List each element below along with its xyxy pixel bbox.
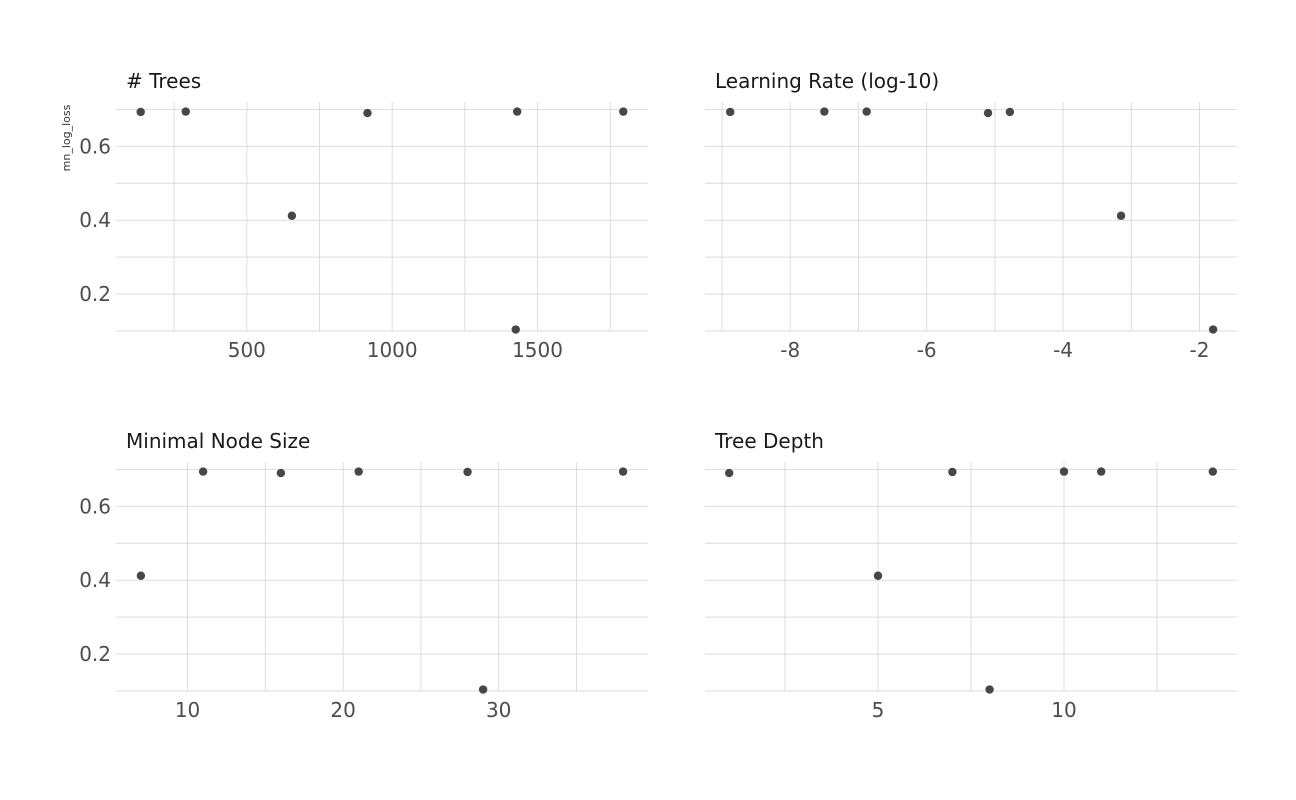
- x-tick-label: -2: [1190, 338, 1210, 362]
- panel-3: Minimal Node Size 0.2 0.4 0.6 10 20 30: [79, 429, 648, 722]
- data-point: [1059, 467, 1069, 476]
- x-tick-label: -4: [1053, 338, 1073, 362]
- data-point: [512, 107, 522, 116]
- x-tick-label: 30: [486, 698, 511, 722]
- y-tick-label: 0.6: [79, 134, 111, 158]
- data-point: [1208, 467, 1218, 476]
- x-tick-label: 1500: [512, 338, 563, 362]
- data-point: [276, 468, 286, 478]
- data-point: [354, 467, 363, 476]
- y-axis-label: mn_log_loss: [60, 104, 73, 171]
- panel-title: Learning Rate (log-10): [715, 69, 939, 93]
- x-tick-label: 10: [1051, 698, 1076, 722]
- y-tick-label: 0.2: [79, 642, 111, 666]
- y-tick-label: 0.2: [79, 282, 111, 306]
- x-tick-label: 20: [330, 698, 355, 722]
- data-point: [724, 468, 734, 478]
- data-point: [198, 467, 208, 476]
- data-point: [1116, 211, 1126, 220]
- data-point: [726, 107, 735, 117]
- data-point: [287, 211, 297, 220]
- data-point: [820, 107, 829, 116]
- data-point: [181, 107, 190, 116]
- y-tick-label: 0.6: [79, 494, 111, 518]
- x-tick-label: -6: [917, 338, 937, 362]
- data-point: [985, 685, 994, 694]
- data-point: [463, 467, 472, 477]
- data-point: [478, 685, 488, 694]
- x-tick-label: 1000: [367, 338, 418, 362]
- panel-title: # Trees: [126, 69, 201, 93]
- data-point: [862, 107, 871, 116]
- x-tick-label: 500: [228, 338, 266, 362]
- data-point: [136, 571, 146, 580]
- panel-title: Minimal Node Size: [126, 429, 310, 453]
- data-point: [983, 108, 993, 118]
- y-tick-label: 0.4: [79, 568, 111, 592]
- x-tick-label: 10: [175, 698, 200, 722]
- data-point: [1208, 325, 1218, 334]
- panel-4: Tree Depth 5 10: [705, 429, 1237, 722]
- data-point: [136, 107, 145, 117]
- data-point: [1005, 107, 1015, 117]
- data-point: [618, 467, 628, 476]
- y-tick-label: 0.4: [79, 208, 111, 232]
- data-point: [948, 467, 957, 477]
- panel-1: # Trees 0.2 0.4 0.6 500 1000 1500: [79, 69, 648, 362]
- panel-2: Learning Rate (log-10) -8 -6 -4 -2: [705, 69, 1237, 362]
- data-point: [511, 325, 520, 334]
- data-point: [619, 107, 628, 116]
- panel-title: Tree Depth: [714, 429, 824, 453]
- data-point: [363, 108, 372, 118]
- data-point: [1097, 467, 1106, 476]
- x-tick-label: 5: [872, 698, 885, 722]
- data-point: [873, 571, 883, 580]
- x-tick-label: -8: [780, 338, 800, 362]
